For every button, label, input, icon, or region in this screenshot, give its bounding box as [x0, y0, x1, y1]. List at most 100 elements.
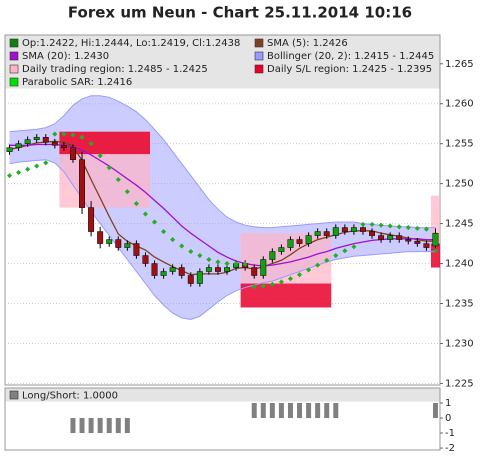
y-tick-label: 1.250 — [445, 179, 474, 190]
sar-dot — [16, 169, 22, 175]
sar-dot — [306, 267, 312, 273]
candle-body — [269, 251, 276, 260]
y-tick-label: 1.240 — [445, 259, 474, 270]
sar-dot — [242, 261, 248, 267]
sar-dot — [106, 165, 112, 171]
sar-dot — [251, 284, 257, 290]
bar — [324, 403, 330, 419]
sar-dot — [133, 201, 139, 207]
legend-label: Op:1.2422, Hi:1.2444, Lo:1.2419, Cl:1.24… — [22, 38, 240, 49]
candle-body — [369, 231, 375, 236]
candle-body — [251, 267, 258, 276]
sar-dot — [378, 222, 384, 228]
candle-body — [360, 227, 366, 232]
sar-dot — [405, 225, 411, 231]
candle-body — [215, 267, 221, 272]
sar-dot — [360, 221, 366, 227]
sar-dot — [170, 237, 176, 243]
candle-body — [97, 231, 104, 244]
candle-body — [323, 231, 330, 236]
bar — [315, 403, 321, 419]
legend-label: Daily S/L region: 1.2425 - 1.2395 — [267, 64, 432, 75]
sar-dot — [161, 229, 167, 235]
candle-body — [314, 231, 321, 236]
legend-swatch — [9, 64, 19, 74]
legend-label: Bollinger (20, 2): 1.2415 - 1.2445 — [267, 51, 434, 62]
sar-dot — [296, 272, 303, 278]
sar-dot — [351, 244, 357, 250]
sar-dot — [315, 262, 321, 268]
candle-body — [432, 232, 439, 247]
bar — [79, 418, 85, 434]
bar — [124, 418, 130, 434]
candle-body — [260, 259, 267, 276]
sar-dot — [188, 249, 194, 255]
y-tick-label: 1.230 — [445, 338, 474, 349]
candle-body — [24, 139, 31, 144]
candle-body — [341, 227, 348, 232]
legend-swatch — [9, 77, 19, 87]
candle-body — [60, 145, 67, 148]
candle-body — [79, 159, 85, 208]
candle-body — [151, 263, 158, 276]
sar-dot — [206, 256, 212, 263]
candle-body — [396, 235, 403, 240]
candle-body — [124, 243, 131, 248]
y-tick-label: -2 — [445, 443, 455, 454]
candle-body — [133, 243, 140, 256]
y-tick-label: 1.255 — [445, 139, 474, 150]
candle-body — [196, 271, 203, 284]
legend-swatch — [9, 38, 19, 48]
sar-dot — [142, 211, 149, 217]
y-tick-label: 1.225 — [445, 378, 474, 389]
sar-dot — [269, 281, 275, 287]
bar — [115, 418, 121, 434]
candle-body — [142, 255, 149, 264]
candle-body — [350, 227, 357, 232]
candle-body — [224, 267, 230, 272]
candle-body — [378, 235, 385, 240]
bar — [88, 418, 94, 434]
sma-line — [9, 143, 436, 267]
plot-area — [4, 34, 441, 386]
candle-body — [287, 239, 294, 248]
legend-label: Long/Short: 1.0000 — [22, 391, 118, 402]
sar-dot — [79, 134, 85, 140]
trading-region — [430, 195, 440, 244]
bar — [432, 403, 438, 419]
legend-box — [5, 388, 440, 402]
candle-body — [278, 247, 285, 252]
bar — [97, 418, 103, 434]
sl-region — [430, 243, 440, 268]
legend-swatch — [9, 390, 19, 400]
candle-body — [115, 239, 122, 248]
candle-body — [33, 137, 40, 140]
bar — [269, 403, 275, 419]
candle-body — [169, 267, 176, 272]
sar-dot — [88, 141, 94, 147]
candle-body — [6, 147, 13, 152]
y-tick-label: 1 — [445, 398, 451, 409]
sar-dot — [324, 257, 330, 263]
sar-dot — [287, 276, 294, 282]
legend-label: SMA (5): 1.2426 — [267, 38, 348, 49]
candle-body — [187, 275, 194, 284]
y-tick-label: 1.260 — [445, 99, 474, 110]
y-tick-label: 1.265 — [445, 59, 474, 70]
legend-swatch — [254, 64, 264, 74]
chart-title: Forex um Neun - Chart 25.11.2014 10:16 — [68, 4, 412, 22]
bar — [251, 403, 257, 419]
sar-dot — [387, 223, 393, 229]
candle-body — [332, 227, 339, 236]
bar — [70, 418, 76, 434]
sar-dot — [97, 153, 103, 159]
bar — [297, 403, 303, 419]
legend-swatch — [9, 51, 19, 61]
bar — [278, 403, 284, 419]
sar-dot — [233, 260, 239, 267]
candle-body — [15, 143, 22, 148]
bar — [306, 403, 312, 419]
candle-body — [42, 137, 49, 143]
